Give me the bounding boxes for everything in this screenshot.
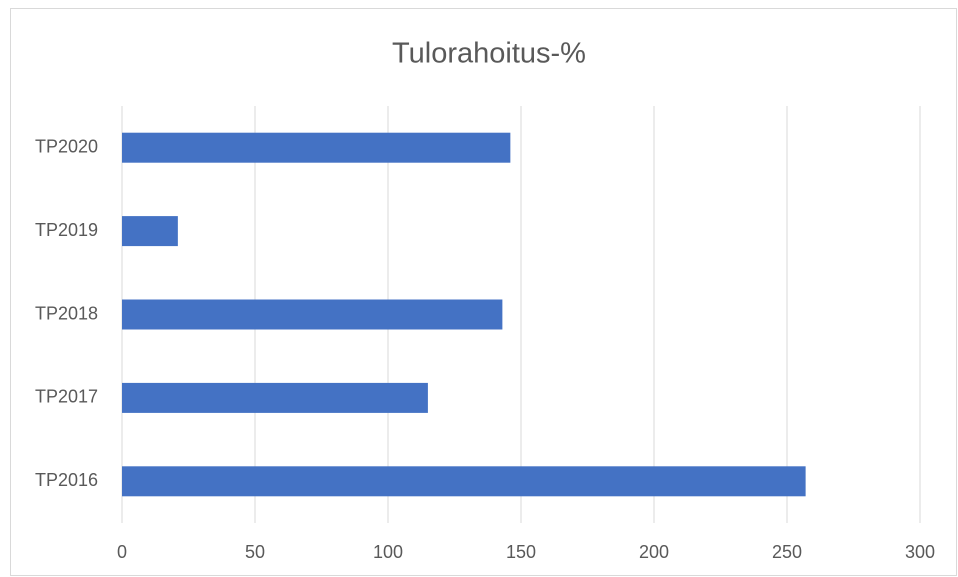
x-tick-label: 100 xyxy=(373,542,403,562)
bar xyxy=(122,299,503,330)
x-tick-label: 0 xyxy=(117,542,127,562)
y-tick-label: TP2019 xyxy=(35,220,98,240)
x-tick-label: 50 xyxy=(245,542,265,562)
y-tick-label: TP2018 xyxy=(35,303,98,323)
bar xyxy=(122,382,428,413)
y-tick-label: TP2017 xyxy=(35,387,98,407)
x-tick-label: 300 xyxy=(905,542,935,562)
x-tick-label: 150 xyxy=(506,542,536,562)
x-tick-label: 200 xyxy=(639,542,669,562)
bar xyxy=(122,466,806,497)
bar xyxy=(122,216,178,247)
y-tick-label: TP2016 xyxy=(35,470,98,490)
y-tick-label: TP2020 xyxy=(35,136,98,156)
bar xyxy=(122,132,511,163)
chart-title: Tulorahoitus-% xyxy=(392,38,586,70)
x-tick-label: 250 xyxy=(772,542,802,562)
